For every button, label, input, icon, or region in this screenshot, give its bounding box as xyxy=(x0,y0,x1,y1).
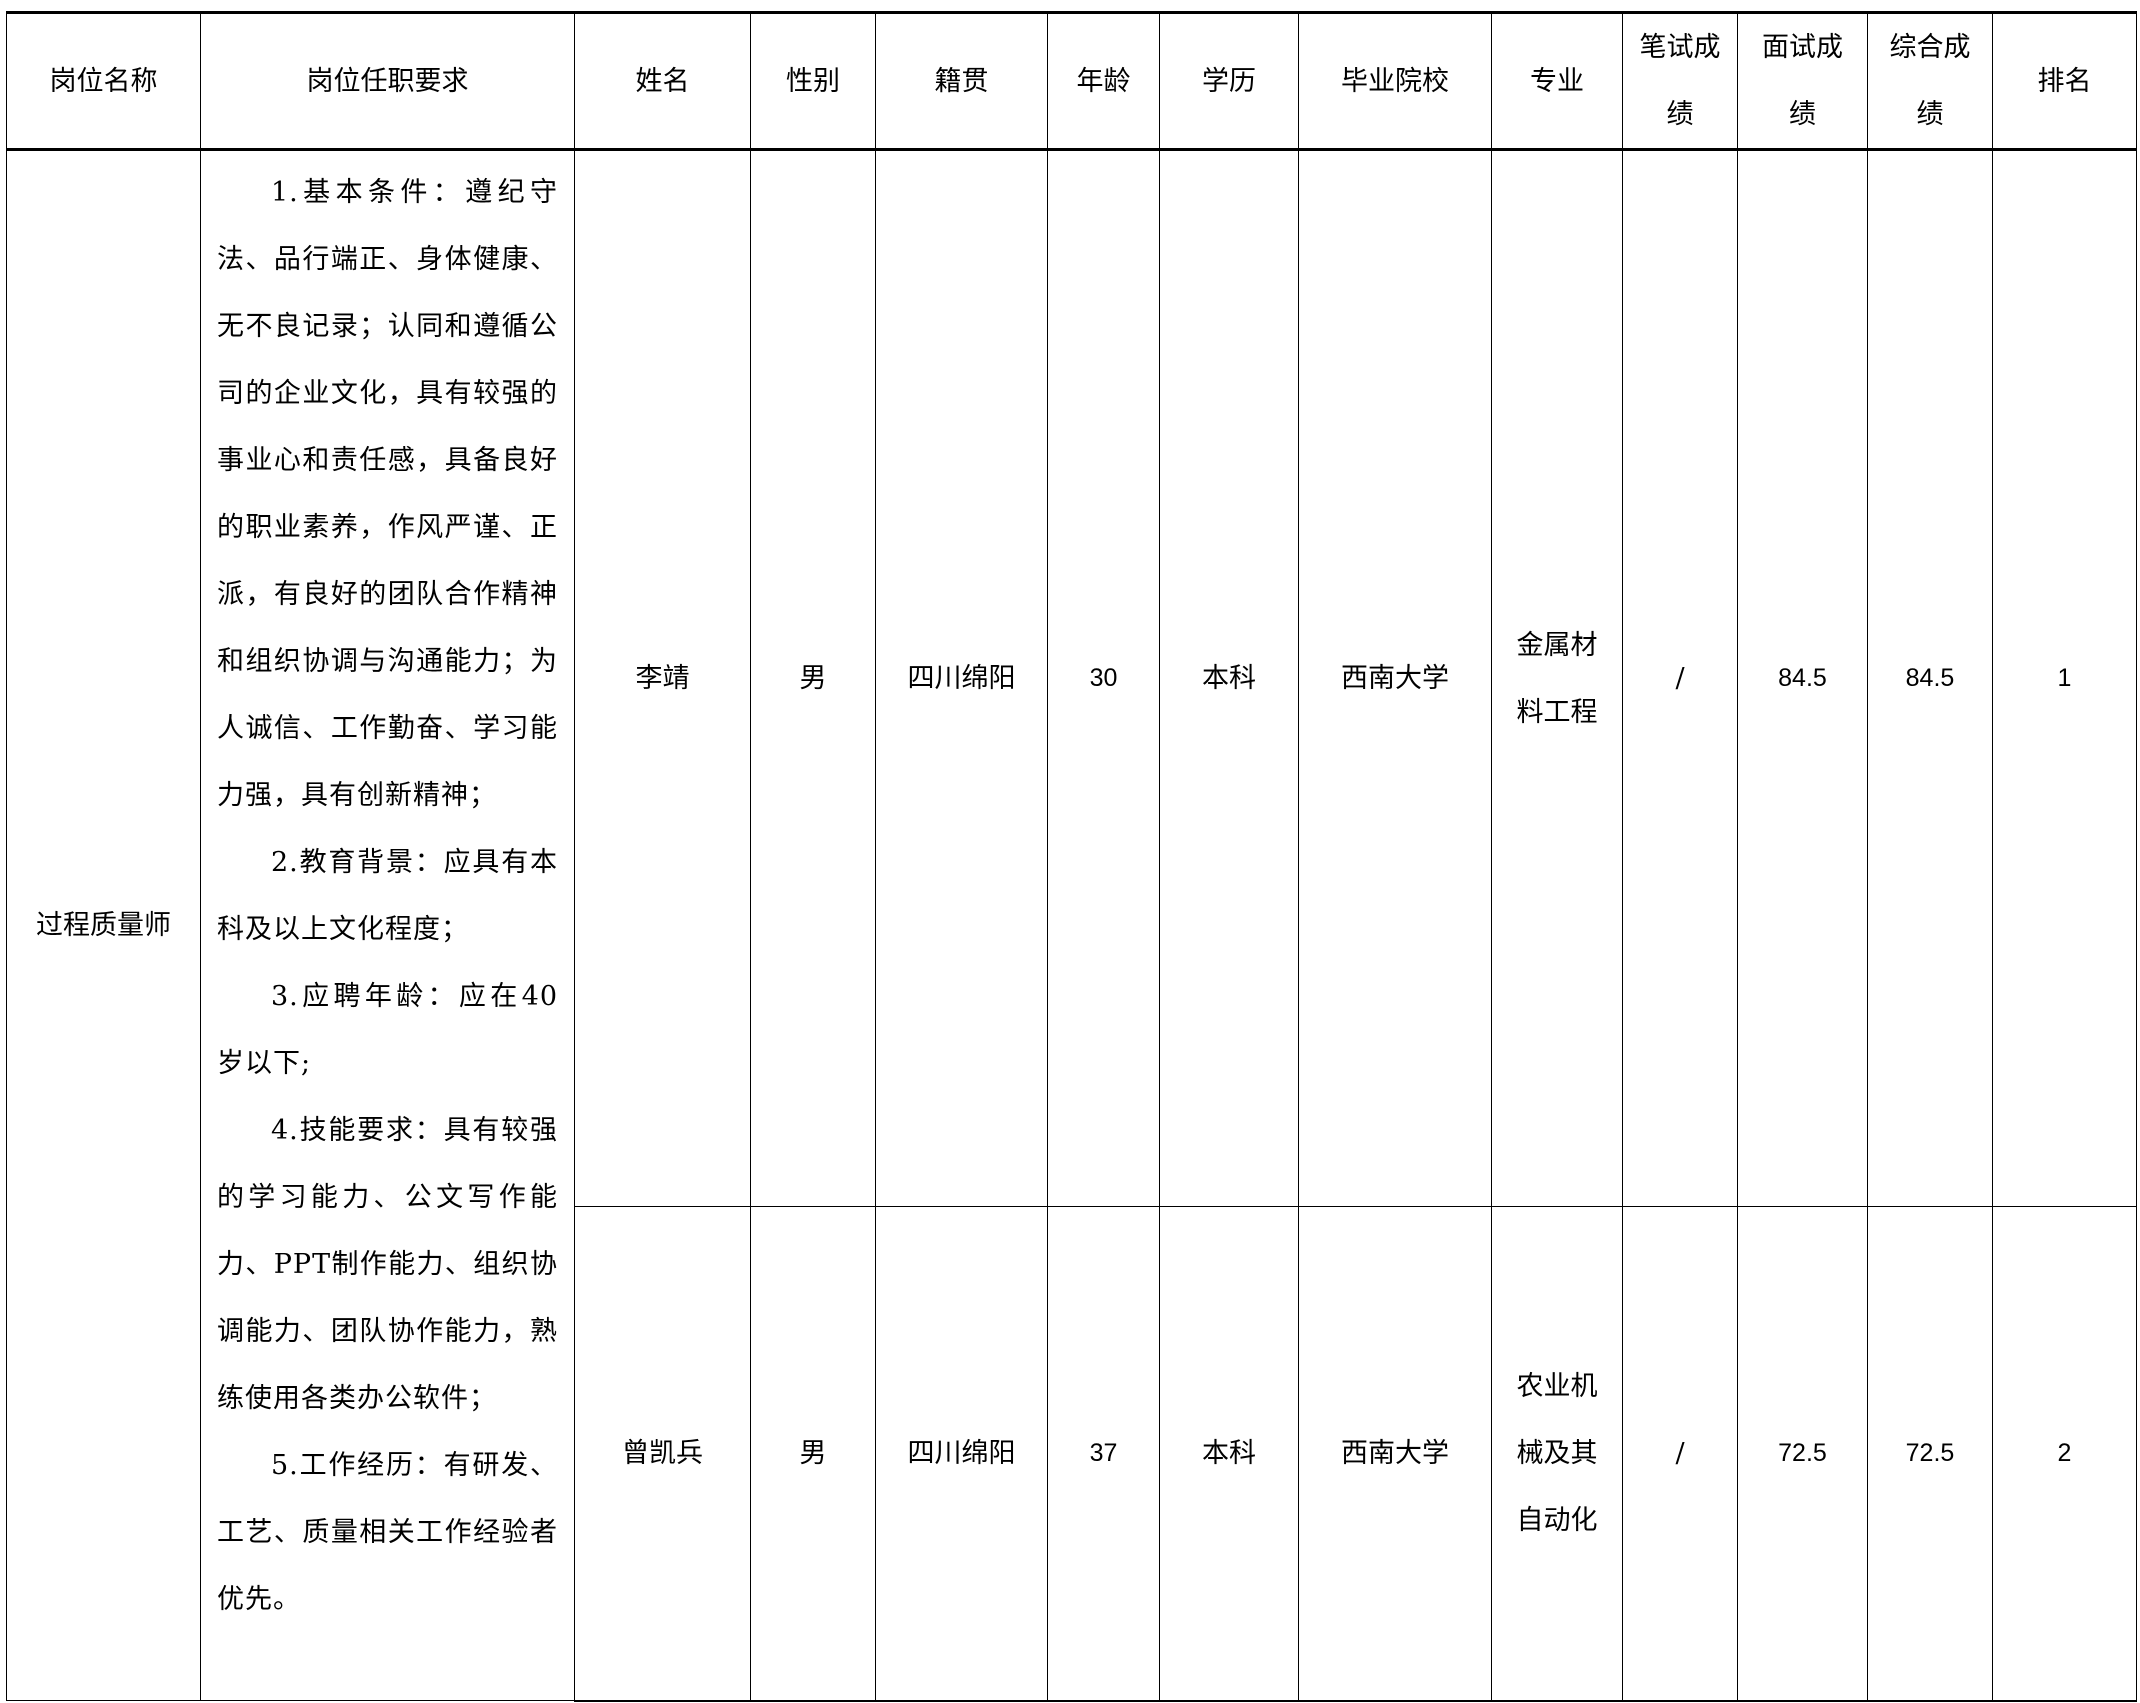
written-score-cell: / xyxy=(1622,149,1738,1207)
header-gender: 性别 xyxy=(750,11,876,151)
header-written-score: 笔试成绩 xyxy=(1622,11,1738,151)
header-position: 岗位名称 xyxy=(6,11,201,151)
school-cell: 西南大学 xyxy=(1298,149,1492,1207)
header-total-score: 综合成绩 xyxy=(1867,11,1993,151)
age-cell: 37 xyxy=(1047,1206,1160,1702)
interview-score-cell: 72.5 xyxy=(1737,1206,1868,1702)
major-cell: 农业机械及其自动化 xyxy=(1491,1206,1623,1702)
header-written-score-label: 笔试成绩 xyxy=(1639,32,1721,130)
gender-cell: 男 xyxy=(750,149,876,1207)
gender-cell: 男 xyxy=(750,1206,876,1702)
rank-cell: 2 xyxy=(1992,1206,2137,1702)
age-cell: 30 xyxy=(1047,149,1160,1207)
header-interview-score-label: 面试成绩 xyxy=(1762,32,1843,130)
rank-cell: 1 xyxy=(1992,149,2137,1207)
header-interview-score: 面试成绩 xyxy=(1737,11,1868,151)
header-age: 年龄 xyxy=(1047,11,1160,151)
written-score-cell: / xyxy=(1622,1206,1738,1702)
requirement-item: 1.基本条件：遵纪守法、品行端正、身体健康、无不良记录；认同和遵循公司的企业文化… xyxy=(217,177,558,811)
education-cell: 本科 xyxy=(1159,149,1299,1207)
requirement-item: 3.应聘年龄：应在40岁以下; xyxy=(217,981,558,1079)
header-name: 姓名 xyxy=(574,11,751,151)
requirement-item: 5.工作经历：有研发、工艺、质量相关工作经验者优先。 xyxy=(217,1450,558,1615)
total-score-cell: 84.5 xyxy=(1867,149,1993,1207)
header-total-score-label: 综合成绩 xyxy=(1889,32,1971,130)
candidate-table: 岗位名称 岗位任职要求 姓名 性别 籍贯 年龄 学历 毕业院校 专业 笔试成绩 … xyxy=(6,11,2137,1702)
header-requirements: 岗位任职要求 xyxy=(200,11,575,151)
header-major: 专业 xyxy=(1491,11,1623,151)
header-row: 岗位名称 岗位任职要求 姓名 性别 籍贯 年龄 学历 毕业院校 专业 笔试成绩 … xyxy=(6,11,2137,151)
name-cell: 李靖 xyxy=(574,149,751,1207)
name-cell: 曾凯兵 xyxy=(574,1206,751,1702)
table-row: 过程质量师 1.基本条件：遵纪守法、品行端正、身体健康、无不良记录；认同和遵循公… xyxy=(6,149,2137,1701)
school-cell: 西南大学 xyxy=(1298,1206,1492,1702)
header-origin: 籍贯 xyxy=(875,11,1048,151)
requirements-cell: 1.基本条件：遵纪守法、品行端正、身体健康、无不良记录；认同和遵循公司的企业文化… xyxy=(200,149,575,1701)
major-cell: 金属材料工程 xyxy=(1491,149,1623,1207)
interview-score-cell: 84.5 xyxy=(1737,149,1868,1207)
total-score-cell: 72.5 xyxy=(1867,1206,1993,1702)
requirement-item: 4.技能要求：具有较强的学习能力、公文写作能力、PPT制作能力、组织协调能力、团… xyxy=(217,1115,558,1414)
position-cell: 过程质量师 xyxy=(6,149,201,1701)
table-row: 曾凯兵 男 四川绵阳 37 本科 西南大学 农业机械及其自动化 / 72.5 7… xyxy=(7,1206,2137,1702)
major-label: 金属材料工程 xyxy=(1516,629,1598,728)
header-rank: 排名 xyxy=(1992,11,2137,151)
header-school: 毕业院校 xyxy=(1298,11,1492,151)
major-label: 农业机械及其自动化 xyxy=(1516,1370,1598,1536)
header-education: 学历 xyxy=(1159,11,1299,151)
origin-cell: 四川绵阳 xyxy=(875,1206,1048,1702)
requirement-item: 2.教育背景：应具有本科及以上文化程度； xyxy=(217,847,558,945)
origin-cell: 四川绵阳 xyxy=(875,149,1048,1207)
education-cell: 本科 xyxy=(1159,1206,1299,1702)
